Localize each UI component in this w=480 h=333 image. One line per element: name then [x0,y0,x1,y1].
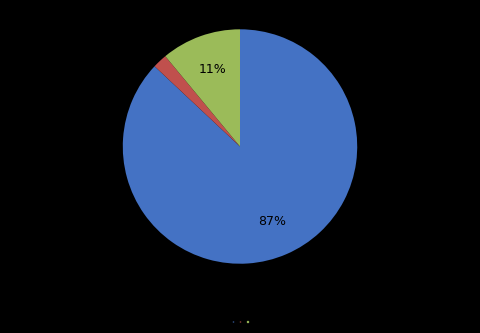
Wedge shape [165,29,240,147]
Wedge shape [123,29,357,264]
Wedge shape [155,56,240,147]
Text: 87%: 87% [259,215,287,228]
Legend: , , : , , [232,321,248,322]
Text: 11%: 11% [198,63,226,76]
